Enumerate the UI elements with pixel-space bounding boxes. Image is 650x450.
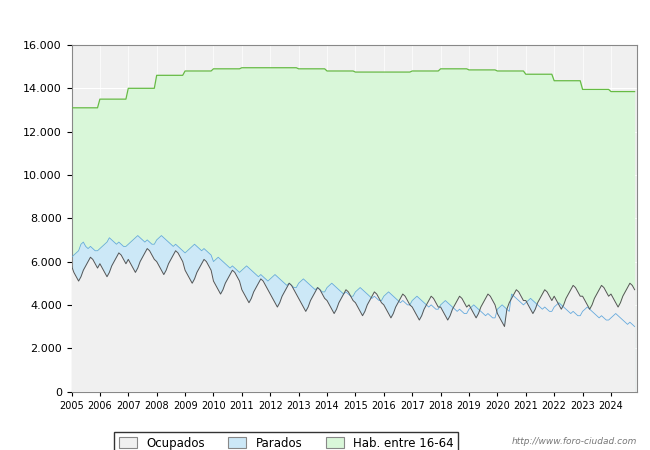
Text: http://www.foro-ciudad.com: http://www.foro-ciudad.com xyxy=(512,436,637,446)
Legend: Ocupados, Parados, Hab. entre 16-64: Ocupados, Parados, Hab. entre 16-64 xyxy=(114,432,458,450)
Text: Sant Feliu de Guíxols - Evolucion de la poblacion en edad de Trabajar Noviembre : Sant Feliu de Guíxols - Evolucion de la … xyxy=(45,14,605,27)
